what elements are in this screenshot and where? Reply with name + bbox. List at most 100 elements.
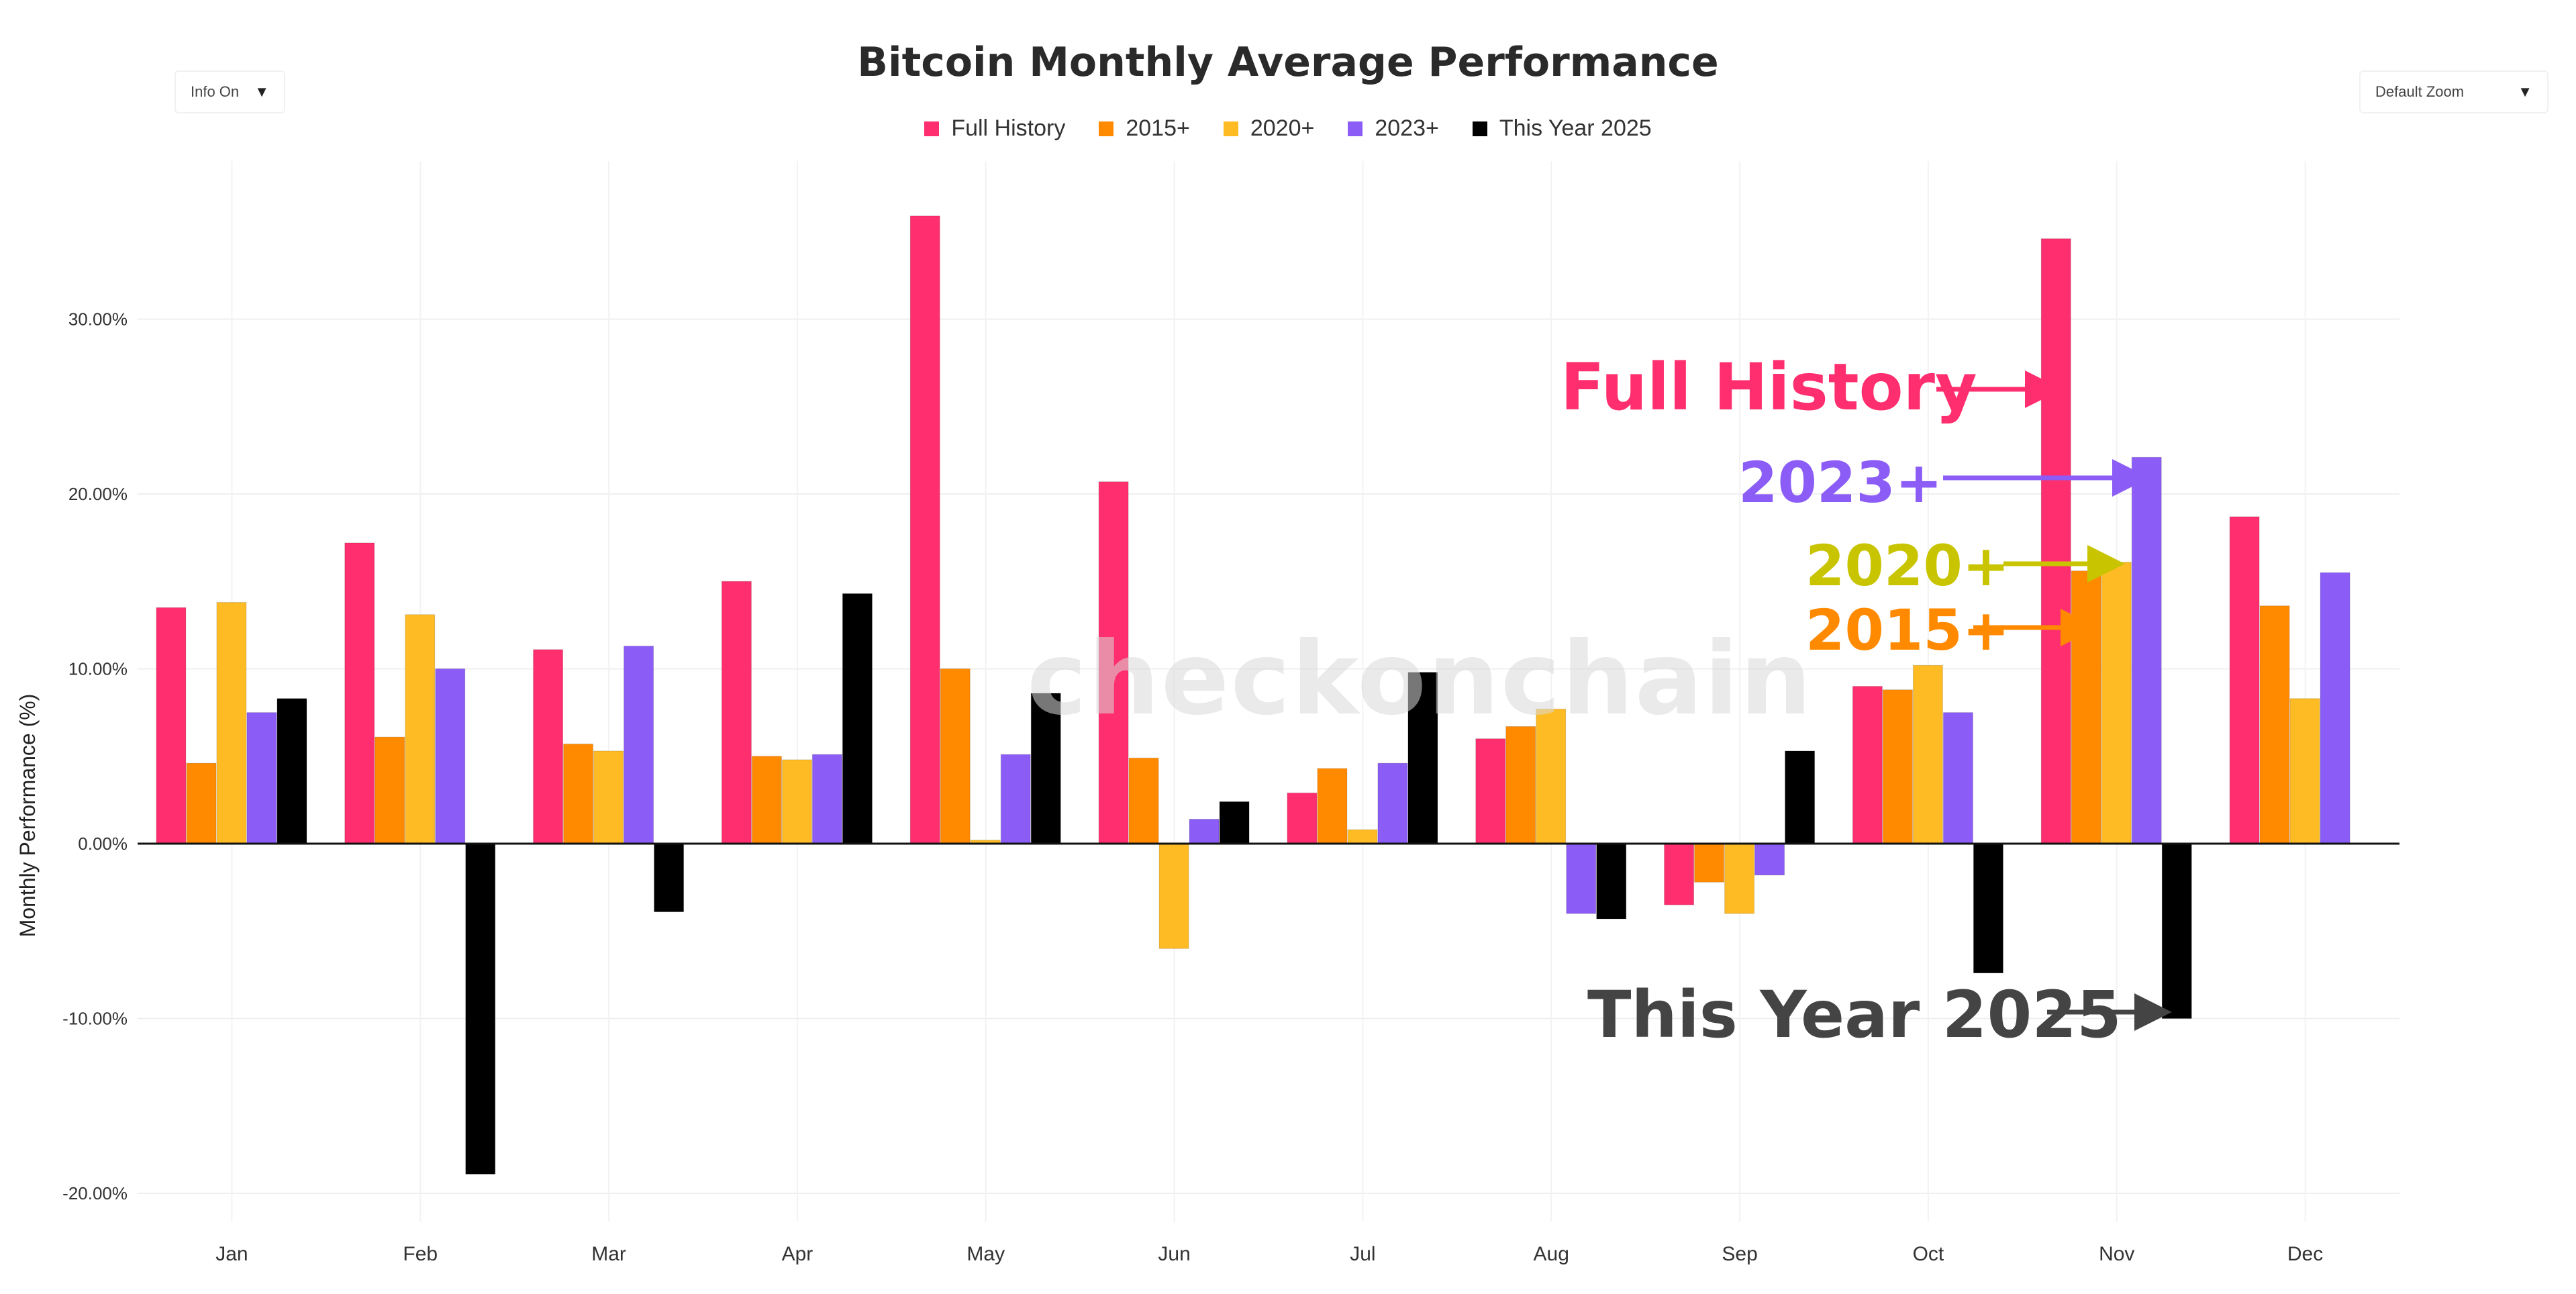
bar	[2161, 843, 2192, 1019]
bar	[2289, 698, 2320, 844]
bar	[1942, 712, 1973, 844]
legend: Full History 2015+ 2020+ 2023+ This Year 202…	[0, 115, 2576, 142]
bar	[2229, 516, 2260, 844]
legend-label: Full History	[951, 115, 1066, 141]
bar	[1189, 819, 1220, 844]
bar	[2320, 572, 2350, 844]
legend-label: This Year 2025	[1499, 115, 1652, 141]
bar	[216, 602, 247, 844]
y-axis-title: Monthly Performance (%)	[15, 694, 40, 938]
x-tick-label: Jan	[215, 1243, 248, 1265]
bar	[1754, 843, 1785, 876]
bar	[624, 646, 654, 844]
bar	[2040, 238, 2071, 844]
legend-item[interactable]: This Year 2025	[1472, 115, 1652, 142]
annotation-label: 2023+	[1738, 450, 1942, 515]
bar	[563, 744, 594, 844]
watermark: checkonchain	[1027, 621, 1814, 738]
axes: 30.00% 20.00% 10.00% 0.00% -10.00% -20.00% Jan…	[15, 309, 2399, 1265]
annotations: Full History 2023+ 2020+2015+ This Year 202…	[1561, 350, 2172, 1052]
bar	[1694, 843, 1725, 883]
legend-item[interactable]: 2020+	[1223, 115, 1315, 142]
bar	[1505, 726, 1536, 844]
bar	[593, 750, 624, 844]
x-tick-label: Jun	[1158, 1243, 1190, 1265]
x-tick-label: Feb	[403, 1243, 438, 1265]
bar	[465, 843, 496, 1175]
x-tick-label: Apr	[782, 1243, 813, 1265]
bar	[1882, 689, 1913, 844]
annotation-label: Full History	[1561, 350, 1977, 425]
bar	[1000, 754, 1031, 844]
bar	[1317, 768, 1348, 844]
bar	[1377, 762, 1408, 844]
legend-swatch	[1223, 121, 1238, 136]
chart-title: Bitcoin Monthly Average Performance	[857, 39, 1719, 86]
bar	[811, 754, 842, 844]
bar	[2101, 562, 2132, 844]
bar	[1347, 829, 1378, 844]
bar	[909, 215, 940, 844]
bar	[1596, 843, 1627, 919]
x-tick-label: Oct	[1913, 1243, 1944, 1265]
legend-swatch	[1472, 121, 1487, 136]
bar	[751, 756, 782, 844]
bar	[842, 593, 873, 844]
bar	[156, 607, 187, 844]
legend-swatch	[1099, 121, 1114, 136]
bar	[435, 668, 466, 844]
y-tick-label: 10.00%	[68, 659, 128, 679]
bar	[2071, 570, 2101, 844]
bar	[1219, 801, 1250, 844]
info-toggle-dropdown[interactable]: Info On ▼	[175, 70, 285, 113]
chevron-down-icon: ▼	[254, 83, 269, 100]
bar	[940, 668, 971, 844]
legend-label: 2023+	[1375, 115, 1439, 141]
y-tick-label: 20.00%	[68, 484, 128, 504]
annotation-label: This Year 2025	[1587, 977, 2122, 1052]
bar	[1566, 843, 1597, 914]
y-tick-label: 0.00%	[78, 834, 128, 854]
y-tick-label: 30.00%	[68, 309, 128, 330]
bar	[1128, 757, 1159, 844]
annotation-label: 2015+	[1805, 597, 2010, 663]
bar	[1852, 686, 1883, 844]
bar	[405, 614, 436, 844]
x-tick-label: Nov	[2099, 1243, 2134, 1265]
bar	[246, 712, 277, 844]
bar	[186, 762, 217, 844]
bar	[1785, 750, 1816, 844]
bar	[1475, 738, 1506, 844]
zoom-dropdown[interactable]: Default Zoom ▼	[2359, 70, 2548, 113]
bar	[1664, 843, 1695, 905]
bars	[156, 215, 2350, 1175]
x-tick-label: Dec	[2287, 1243, 2323, 1265]
bar	[781, 759, 812, 844]
gridlines	[138, 161, 2399, 1222]
bar	[1407, 672, 1438, 844]
bar	[721, 581, 752, 844]
bar	[375, 736, 405, 844]
bar	[1724, 843, 1755, 914]
x-tick-label: Mar	[591, 1243, 626, 1265]
legend-swatch	[924, 121, 940, 136]
legend-item[interactable]: 2015+	[1099, 115, 1190, 142]
bar	[1098, 481, 1129, 844]
annotation-label: 2020+	[1805, 533, 2010, 599]
legend-item[interactable]: 2023+	[1348, 115, 1439, 142]
bar	[277, 698, 307, 844]
chevron-down-icon: ▼	[2518, 83, 2532, 100]
bar	[1912, 664, 1943, 844]
zoom-label: Default Zoom	[2375, 83, 2465, 100]
bar	[2131, 456, 2162, 844]
x-tick-label: May	[967, 1243, 1005, 1265]
legend-swatch	[1348, 121, 1363, 136]
x-tick-label: Jul	[1350, 1243, 1375, 1265]
x-tick-label: Sep	[1722, 1243, 1757, 1265]
legend-label: 2020+	[1250, 115, 1315, 141]
legend-item[interactable]: Full History	[924, 115, 1065, 142]
bar	[654, 843, 685, 913]
legend-label: 2015+	[1126, 115, 1190, 141]
bar	[1158, 843, 1189, 949]
